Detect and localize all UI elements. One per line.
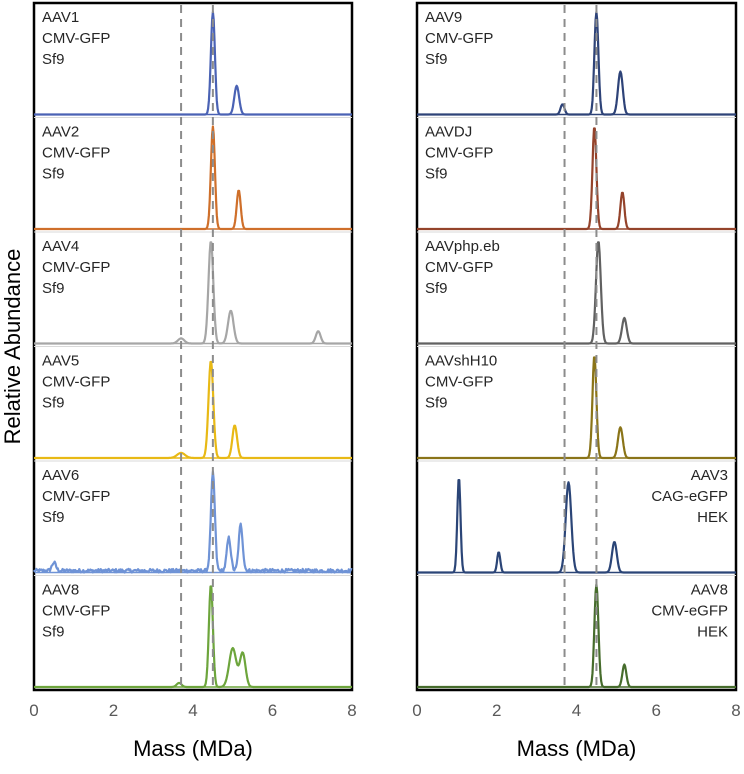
series-trace: [416, 10, 737, 116]
subplot-label: CMV-GFP: [42, 259, 110, 276]
subplot-label: AAV8: [42, 582, 79, 599]
x-axis-title: Mass (MDa): [517, 736, 637, 761]
subplot-label: CMV-GFP: [42, 488, 110, 505]
subplot-label: Sf9: [42, 624, 65, 641]
subplot-label: CMV-GFP: [42, 30, 110, 47]
series-trace: [416, 583, 737, 689]
subplot: AAV5 CMV-GFP Sf9: [33, 353, 353, 460]
subplot-label: CMV-eGFP: [651, 603, 728, 620]
subplot-label: CMV-GFP: [425, 374, 493, 391]
subplot-label: AAV5: [42, 353, 79, 370]
panel-left: AAV1 CMV-GFP Sf9 AAV2 CMV-GFP Sf9 AAV4 CMV-GFP S…: [0, 1, 357, 761]
subplot-label: CMV-GFP: [42, 374, 110, 391]
subplot-label: Sf9: [42, 166, 65, 183]
subplot: AAVshH10 CMV-GFP Sf9: [416, 353, 737, 460]
subplot-label: Sf9: [425, 166, 448, 183]
x-tick-label: 2: [492, 701, 501, 720]
subplot: AAV8 CMV-GFP Sf9: [33, 582, 353, 689]
series-trace: [416, 241, 737, 345]
subplot-label: AAV4: [42, 238, 79, 255]
x-tick-label: 6: [268, 701, 277, 720]
subplot-label: Sf9: [42, 280, 65, 297]
subplot: AAVDJ CMV-GFP Sf9: [416, 124, 737, 231]
subplot-label: CMV-GFP: [425, 145, 493, 162]
subplot-label: CMV-GFP: [42, 603, 110, 620]
x-tick-label: 4: [188, 701, 197, 720]
x-tick-label: 2: [109, 701, 118, 720]
subplot: AAV9 CMV-GFP Sf9: [416, 9, 737, 116]
subplot-label: AAV2: [42, 124, 79, 141]
x-tick-label: 8: [347, 701, 356, 720]
x-tick-label: 8: [731, 701, 740, 720]
subplot: AAV2 CMV-GFP Sf9: [33, 124, 353, 231]
subplot-label: AAV8: [691, 582, 728, 599]
subplot-label: AAVphp.eb: [425, 238, 500, 255]
subplot-label: CMV-GFP: [42, 145, 110, 162]
subplot: AAV4 CMV-GFP Sf9: [33, 238, 353, 345]
series-trace: [416, 356, 737, 460]
y-axis-title: Relative Abundance: [0, 249, 25, 445]
subplot-label: Sf9: [425, 395, 448, 412]
subplot: AAVphp.eb CMV-GFP Sf9: [416, 238, 737, 345]
subplot: AAV8 CMV-eGFP HEK: [416, 582, 737, 689]
subplot-label: AAVDJ: [425, 124, 472, 141]
series-trace: [33, 241, 353, 345]
subplot: AAV3 CAG-eGFP HEK: [416, 467, 737, 574]
subplot-label: Sf9: [42, 51, 65, 68]
subplot-label: Sf9: [42, 509, 65, 526]
subplot: AAV6 CMV-GFP Sf9: [33, 467, 353, 574]
subplot-label: AAV6: [42, 467, 79, 484]
subplot-label: AAVshH10: [425, 353, 497, 370]
subplot-label: Sf9: [425, 280, 448, 297]
subplot-label: Sf9: [425, 51, 448, 68]
series-trace: [33, 585, 353, 689]
subplot-label: AAV1: [42, 9, 79, 26]
subplot-label: AAV3: [691, 467, 728, 484]
series-trace: [33, 10, 353, 116]
series-trace: [33, 470, 353, 574]
subplot: AAV1 CMV-GFP Sf9: [33, 9, 353, 116]
subplot-label: HEK: [697, 509, 728, 526]
series-trace: [416, 127, 737, 231]
x-tick-label: 6: [652, 701, 661, 720]
x-tick-label: 4: [572, 701, 581, 720]
x-tick-label: 0: [412, 701, 421, 720]
subplot-label: AAV9: [425, 9, 462, 26]
panel-right: AAV9 CMV-GFP Sf9 AAVDJ CMV-GFP Sf9 AAVphp.eb CM…: [412, 1, 741, 761]
series-trace: [33, 360, 353, 460]
subplot-label: CAG-eGFP: [651, 488, 728, 505]
series-trace: [33, 125, 353, 231]
x-axis-title: Mass (MDa): [133, 736, 253, 761]
subplot-label: CMV-GFP: [425, 30, 493, 47]
subplot-label: CMV-GFP: [425, 259, 493, 276]
series-trace: [416, 479, 737, 574]
subplot-label: HEK: [697, 624, 728, 641]
x-tick-label: 0: [29, 701, 38, 720]
subplot-label: Sf9: [42, 395, 65, 412]
